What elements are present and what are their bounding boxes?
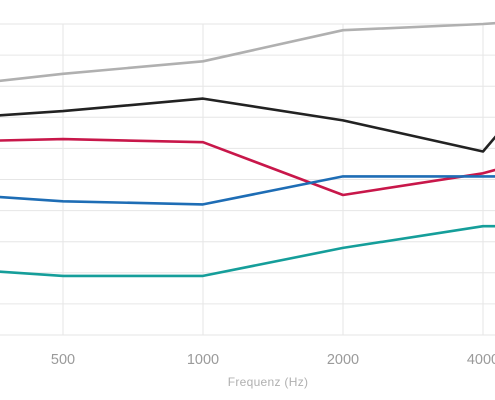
x-tick-label: 2000 bbox=[327, 352, 359, 368]
series-lines bbox=[0, 21, 495, 278]
x-axis-title: Frequenz (Hz) bbox=[228, 375, 309, 389]
x-tick-labels: 500 1000 2000 4000 bbox=[51, 352, 495, 368]
series-line-1 bbox=[0, 21, 495, 83]
gridlines bbox=[0, 23, 495, 336]
x-tick-label: 4000 bbox=[467, 352, 495, 368]
series-line-2 bbox=[0, 97, 495, 153]
series-line-5 bbox=[0, 224, 495, 278]
x-tick-label: 1000 bbox=[187, 352, 219, 368]
series-line-4 bbox=[0, 175, 495, 206]
x-tick-label: 500 bbox=[51, 352, 75, 368]
series-line-3 bbox=[0, 137, 495, 197]
